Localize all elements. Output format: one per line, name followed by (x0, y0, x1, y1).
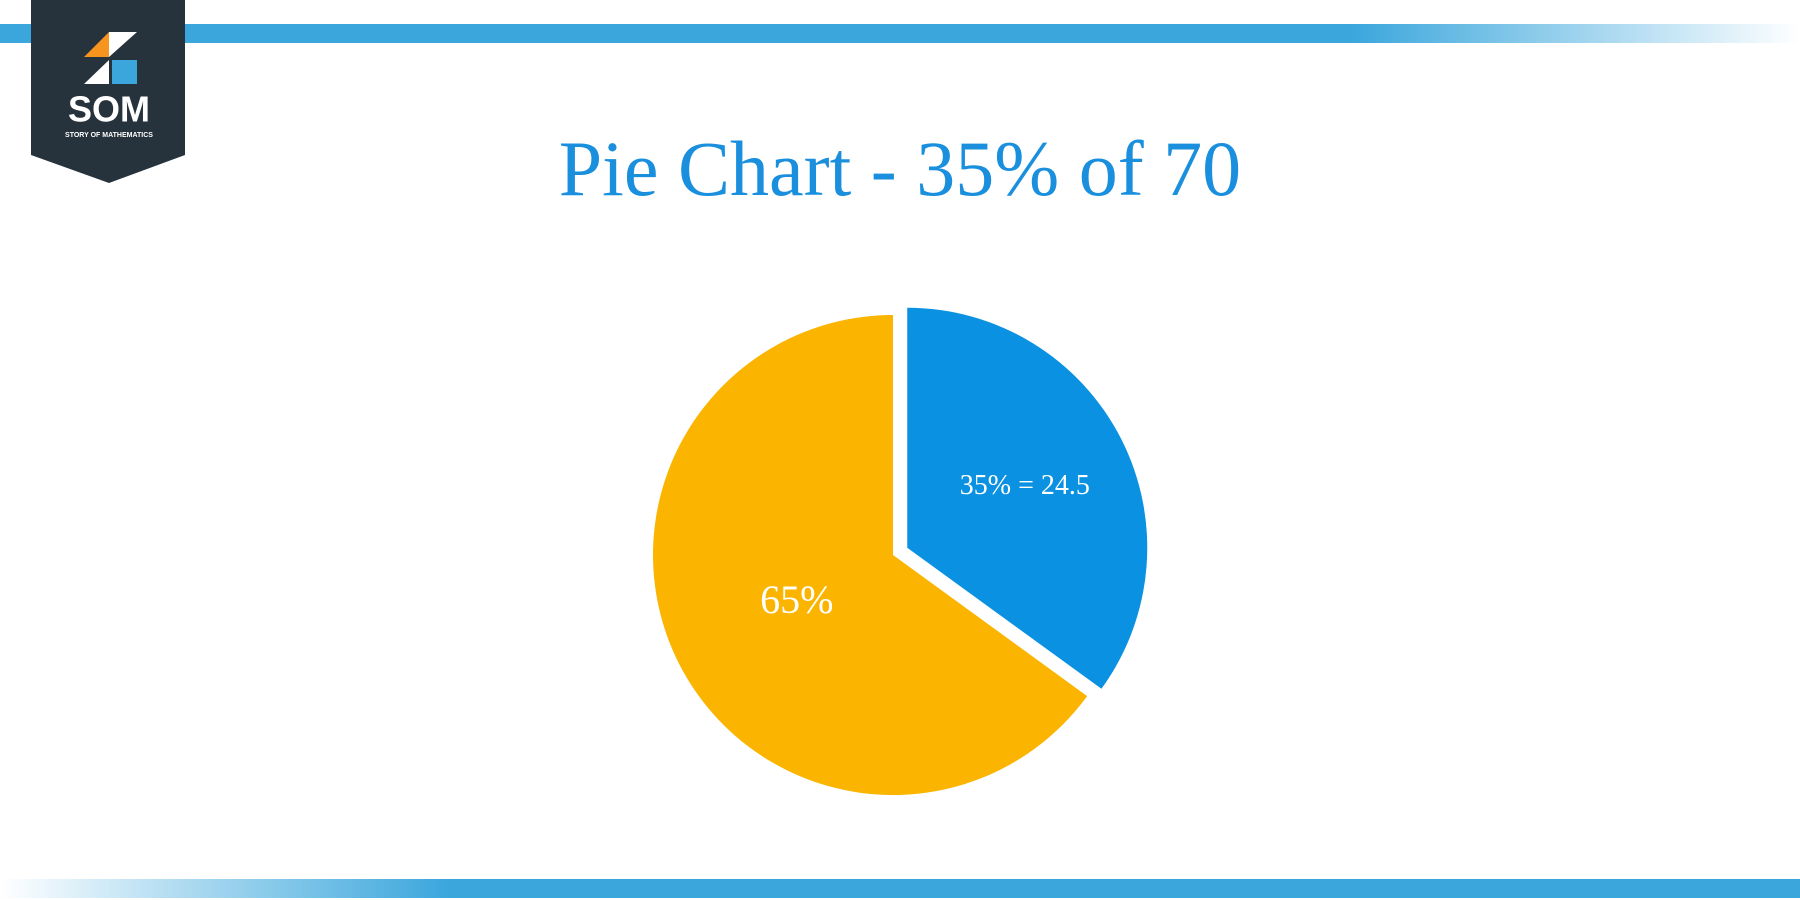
logo-text: SOM (68, 89, 150, 130)
pie-slice (652, 315, 1088, 796)
data-label: 35% = 24.5 (960, 470, 1090, 501)
chart-title: Pie Chart - 35% of 70 (559, 125, 1241, 212)
data-label: 65% (760, 577, 833, 622)
bottom-bar (0, 879, 1800, 898)
logo-icon (84, 32, 109, 57)
logo[interactable]: SOM STORY OF MATHEMATICS (31, 0, 185, 183)
logo-icon (112, 60, 137, 84)
logo-badge (31, 0, 185, 183)
top-bar (0, 24, 1800, 43)
pie-slice (907, 307, 1148, 689)
logo-icon (84, 60, 109, 84)
logo-icon (109, 32, 137, 57)
logo-subtitle: STORY OF MATHEMATICS (65, 132, 153, 139)
